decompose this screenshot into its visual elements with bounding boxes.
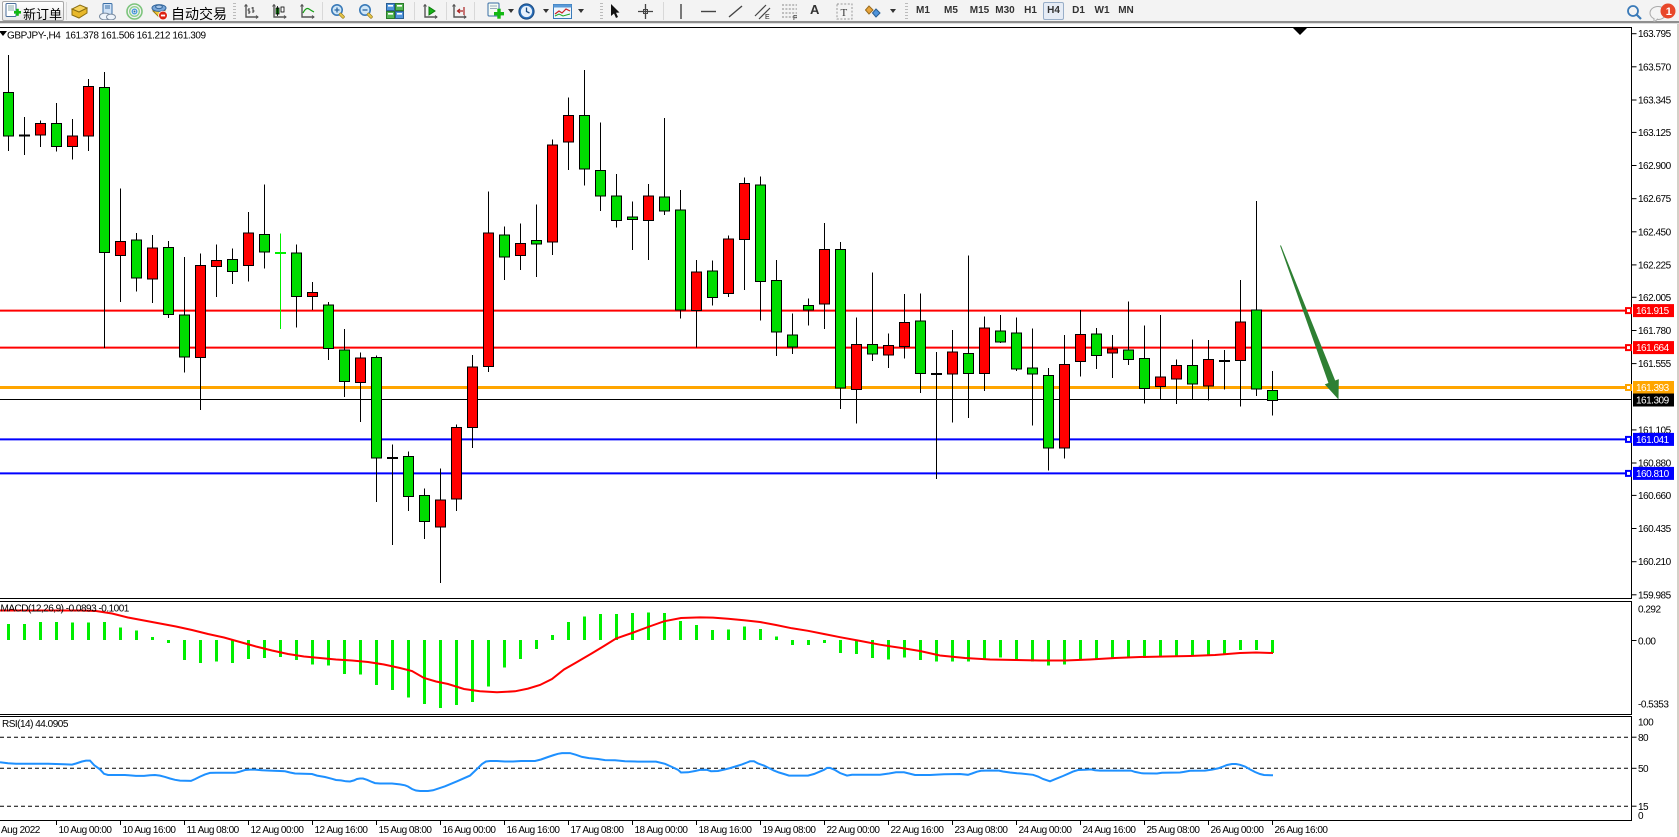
svg-text:160.880: 160.880 bbox=[1638, 459, 1672, 470]
svg-text:10 Aug 16:00: 10 Aug 16:00 bbox=[123, 825, 177, 836]
svg-text:24 Aug 00:00: 24 Aug 00:00 bbox=[1019, 825, 1073, 836]
svg-text:0: 0 bbox=[1638, 811, 1644, 822]
svg-text:163.125: 163.125 bbox=[1638, 128, 1672, 139]
svg-text:12 Aug 16:00: 12 Aug 16:00 bbox=[315, 825, 369, 836]
svg-text:18 Aug 00:00: 18 Aug 00:00 bbox=[635, 825, 689, 836]
svg-text:10 Aug 00:00: 10 Aug 00:00 bbox=[59, 825, 113, 836]
svg-text:MACD(12,26,9) -0.0893 -0.1001: MACD(12,26,9) -0.0893 -0.1001 bbox=[1, 604, 130, 615]
svg-text:163.570: 163.570 bbox=[1638, 62, 1672, 73]
svg-text:1: 1 bbox=[1666, 6, 1672, 18]
svg-text:26 Aug 16:00: 26 Aug 16:00 bbox=[1275, 825, 1329, 836]
svg-text:100: 100 bbox=[1638, 718, 1654, 729]
svg-text:RSI(14) 44.0905: RSI(14) 44.0905 bbox=[2, 719, 69, 730]
svg-text:161.915: 161.915 bbox=[1636, 306, 1670, 317]
svg-text:18 Aug 16:00: 18 Aug 16:00 bbox=[699, 825, 753, 836]
svg-text:T: T bbox=[841, 7, 848, 19]
svg-text:19 Aug 08:00: 19 Aug 08:00 bbox=[763, 825, 817, 836]
svg-text:161.780: 161.780 bbox=[1638, 326, 1672, 337]
svg-text:161.664: 161.664 bbox=[1636, 343, 1670, 354]
svg-text:161.393: 161.393 bbox=[1636, 383, 1670, 394]
svg-text:26 Aug 00:00: 26 Aug 00:00 bbox=[1211, 825, 1265, 836]
svg-text:15 Aug 08:00: 15 Aug 08:00 bbox=[379, 825, 433, 836]
svg-text:E: E bbox=[765, 14, 770, 21]
svg-text:24 Aug 16:00: 24 Aug 16:00 bbox=[1083, 825, 1137, 836]
svg-text:161.041: 161.041 bbox=[1636, 435, 1670, 446]
svg-text:160.210: 160.210 bbox=[1638, 557, 1672, 568]
svg-text:22 Aug 00:00: 22 Aug 00:00 bbox=[827, 825, 881, 836]
svg-text:163.795: 163.795 bbox=[1638, 29, 1672, 40]
svg-text:160.810: 160.810 bbox=[1636, 469, 1670, 480]
svg-text:161.105: 161.105 bbox=[1638, 425, 1672, 436]
svg-text:25 Aug 08:00: 25 Aug 08:00 bbox=[1147, 825, 1201, 836]
svg-text:162.675: 162.675 bbox=[1638, 194, 1672, 205]
svg-text:12 Aug 00:00: 12 Aug 00:00 bbox=[251, 825, 305, 836]
svg-text:159.985: 159.985 bbox=[1638, 590, 1672, 601]
svg-text:161.555: 161.555 bbox=[1638, 359, 1672, 370]
svg-text:Aug 2022: Aug 2022 bbox=[1, 825, 41, 836]
svg-text:16 Aug 00:00: 16 Aug 00:00 bbox=[443, 825, 497, 836]
svg-text:-0.5353: -0.5353 bbox=[1638, 700, 1669, 711]
svg-text:11 Aug 08:00: 11 Aug 08:00 bbox=[187, 825, 240, 836]
svg-text:22 Aug 16:00: 22 Aug 16:00 bbox=[891, 825, 945, 836]
svg-text:23 Aug 08:00: 23 Aug 08:00 bbox=[955, 825, 1009, 836]
svg-text:17 Aug 08:00: 17 Aug 08:00 bbox=[571, 825, 625, 836]
svg-text:162.450: 162.450 bbox=[1638, 227, 1672, 238]
svg-text:16 Aug 16:00: 16 Aug 16:00 bbox=[507, 825, 561, 836]
svg-text:162.900: 162.900 bbox=[1638, 161, 1672, 172]
svg-text:15: 15 bbox=[1638, 802, 1649, 813]
svg-text:160.435: 160.435 bbox=[1638, 524, 1672, 535]
svg-text:162.005: 162.005 bbox=[1638, 293, 1672, 304]
svg-text:0.00: 0.00 bbox=[1638, 637, 1656, 648]
svg-text:163.345: 163.345 bbox=[1638, 96, 1672, 107]
svg-text:162.225: 162.225 bbox=[1638, 260, 1672, 271]
svg-text:161.309: 161.309 bbox=[1636, 396, 1670, 407]
svg-text:80: 80 bbox=[1638, 733, 1649, 744]
svg-text:F: F bbox=[793, 15, 797, 21]
svg-text:50: 50 bbox=[1638, 764, 1649, 775]
svg-text:0.292: 0.292 bbox=[1638, 605, 1661, 616]
svg-text:GBPJPY-,H4 161.378 161.506 16: GBPJPY-,H4 161.378 161.506 161.212 161.3… bbox=[7, 31, 207, 42]
svg-text:160.660: 160.660 bbox=[1638, 491, 1672, 502]
